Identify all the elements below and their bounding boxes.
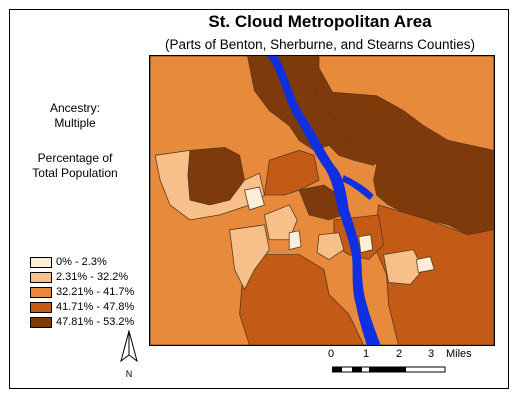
variable-line-1: Ancestry: <box>49 101 100 115</box>
variable-label: Ancestry: Multiple <box>20 101 130 131</box>
north-arrow: N <box>119 329 139 379</box>
region-center-medium-dark <box>263 149 320 196</box>
map-subtitle: (Parts of Benton, Sherburne, and Stearns… <box>165 37 475 52</box>
measure-line-1: Percentage of <box>37 151 113 165</box>
choropleth-map <box>149 55 495 346</box>
region-pale-4 <box>415 256 435 273</box>
region-pale-2 <box>288 230 302 251</box>
north-label: N <box>125 369 133 379</box>
legend-label: 41.71% - 47.8% <box>56 301 135 313</box>
measure-label: Percentage of Total Population <box>20 151 130 181</box>
legend-item: 41.71% - 47.8% <box>30 300 134 314</box>
scale-tick-label: 3 <box>428 348 435 360</box>
region-north-dark <box>247 56 378 166</box>
legend: 0% - 2.3% 2.31% - 32.2% 32.21% - 41.7% 4… <box>30 255 134 330</box>
region-pale-3 <box>358 234 374 254</box>
scale-bar-graphic <box>332 366 446 373</box>
legend-label: 2.31% - 32.2% <box>56 271 129 283</box>
legend-item: 2.31% - 32.2% <box>30 270 134 284</box>
legend-label: 32.21% - 41.7% <box>56 286 135 298</box>
river <box>267 56 381 345</box>
legend-swatch <box>30 301 52 313</box>
region-center-light <box>263 204 298 241</box>
scale-unit: Miles <box>446 348 472 360</box>
river-tributary <box>341 175 374 201</box>
legend-item: 0% - 2.3% <box>30 255 134 269</box>
region-south-medium-dark <box>239 254 365 345</box>
scale-tick-label: 1 <box>363 348 370 360</box>
legend-swatch <box>30 271 52 283</box>
north-arrow-icon <box>120 329 138 363</box>
region-east-medium-dark <box>373 204 494 345</box>
measure-line-2: Total Population <box>32 166 118 180</box>
region-southwest-light <box>229 224 270 291</box>
legend-swatch <box>30 256 52 268</box>
legend-swatch <box>30 286 52 298</box>
legend-swatch <box>30 316 52 328</box>
region-south-light <box>316 232 345 261</box>
legend-item: 32.21% - 41.7% <box>30 285 134 299</box>
region-pale-1 <box>244 186 265 211</box>
legend-label: 0% - 2.3% <box>56 256 107 268</box>
scale-tick-label: 0 <box>328 348 335 360</box>
variable-line-2: Multiple <box>54 116 96 130</box>
scale-bar: 0 1 2 3 Miles <box>322 348 482 382</box>
legend-item: 47.81% - 53.2% <box>30 315 134 329</box>
region-southeast-light <box>383 249 424 285</box>
map-title: St. Cloud Metropolitan Area <box>208 12 432 31</box>
scale-tick-label: 2 <box>396 348 403 360</box>
legend-label: 47.81% - 53.2% <box>56 316 135 328</box>
region-northwest-light <box>154 149 265 221</box>
